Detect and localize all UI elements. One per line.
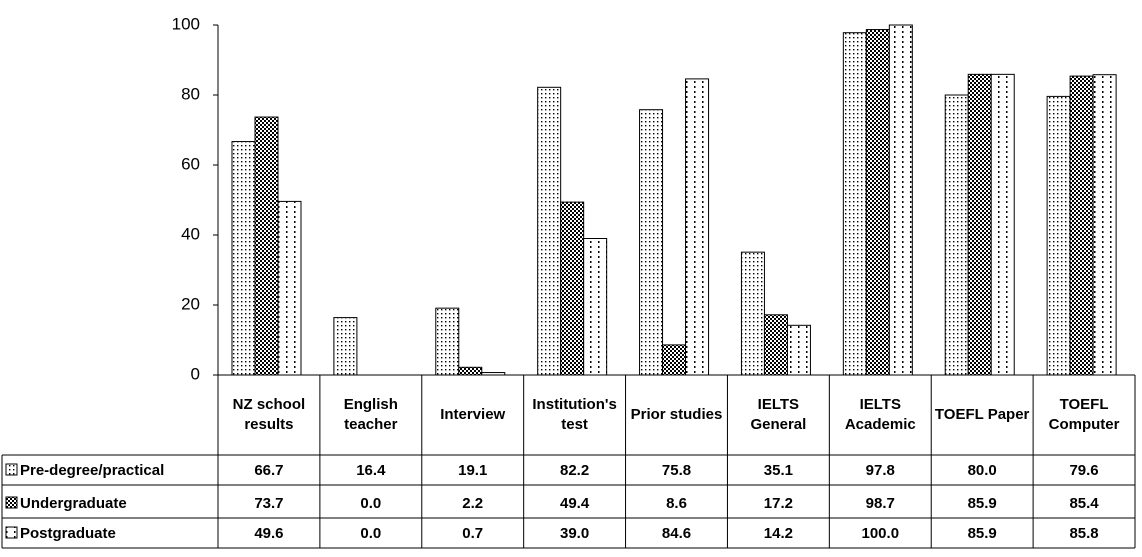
y-tick-label: 20 — [181, 294, 200, 313]
data-label: 79.6 — [1069, 462, 1098, 479]
data-label: 85.9 — [968, 525, 997, 542]
legend-key — [5, 463, 18, 476]
data-label: 0.7 — [462, 525, 483, 542]
data-label: 49.4 — [560, 495, 590, 512]
x-tick-label-box: Interview — [440, 406, 506, 423]
x-tick-label-box: TOEFL Paper — [934, 406, 1030, 423]
legend-key — [5, 496, 18, 509]
data-label: 16.4 — [356, 462, 386, 479]
bar — [740, 251, 765, 376]
bar — [990, 73, 1015, 376]
x-tick-label: TOEFL Computer — [1048, 396, 1120, 433]
legend-label: Undergraduate — [20, 495, 127, 512]
x-tick-label-box: Prior studies — [630, 406, 723, 423]
data-label: 85.4 — [1069, 495, 1099, 512]
x-tick-label: NZ school results — [232, 396, 306, 433]
data-label: 84.6 — [662, 525, 691, 542]
data-label: 73.7 — [254, 495, 283, 512]
x-tick-label: English teacher — [343, 396, 398, 433]
legend-key — [5, 526, 18, 539]
data-label: 35.1 — [764, 462, 793, 479]
data-label: 0.0 — [360, 495, 381, 512]
data-label: 2.2 — [462, 495, 483, 512]
bar — [583, 238, 608, 376]
bar — [763, 314, 788, 376]
data-label: 39.0 — [560, 525, 589, 542]
x-tick-label: Prior studies — [630, 406, 723, 423]
y-tick-label: 40 — [181, 224, 200, 243]
data-label: 80.0 — [968, 462, 997, 479]
bar — [685, 78, 710, 376]
bar — [254, 116, 279, 376]
x-tick-label-box: English teacher — [343, 396, 398, 433]
x-tick-label-box: TOEFL Computer — [1048, 396, 1120, 433]
y-tick-label: 0 — [191, 364, 200, 383]
bar — [786, 324, 811, 376]
data-label: 75.8 — [662, 462, 691, 479]
bar — [277, 200, 302, 376]
bar — [1069, 75, 1094, 376]
data-label: 8.6 — [666, 495, 687, 512]
x-tick-label: IELTS Academic — [844, 396, 916, 433]
x-tick-label: Interview — [440, 406, 506, 423]
x-tick-label: Institution's test — [532, 396, 617, 433]
bar — [435, 307, 460, 376]
data-label: 0.0 — [360, 525, 381, 542]
y-tick-label: 100 — [172, 14, 200, 33]
data-label: 14.2 — [764, 525, 793, 542]
x-tick-label: IELTS General — [750, 396, 807, 433]
bar — [662, 344, 687, 376]
bar — [458, 366, 483, 376]
y-tick-label: 80 — [181, 84, 200, 103]
data-label: 17.2 — [764, 495, 793, 512]
bar — [888, 24, 913, 376]
bar — [537, 86, 562, 376]
data-label: 100.0 — [862, 525, 900, 542]
x-tick-label: TOEFL Paper — [934, 406, 1030, 423]
data-label: 49.6 — [254, 525, 283, 542]
data-label: 97.8 — [866, 462, 895, 479]
bar — [1046, 95, 1071, 376]
x-tick-label-box: IELTS Academic — [844, 396, 916, 433]
legend-label: Pre-degree/practical — [20, 462, 164, 479]
y-tick-label: 60 — [181, 154, 200, 173]
bar — [231, 141, 256, 376]
bar — [1092, 74, 1117, 376]
bar — [944, 94, 969, 376]
bar — [333, 317, 358, 376]
data-label: 66.7 — [254, 462, 283, 479]
data-label: 98.7 — [866, 495, 895, 512]
data-label: 85.8 — [1069, 525, 1098, 542]
bar — [560, 201, 585, 376]
bar — [967, 73, 992, 376]
x-tick-label-box: NZ school results — [232, 396, 306, 433]
x-tick-label-box: IELTS General — [750, 396, 807, 433]
bar — [842, 32, 867, 376]
bar — [865, 29, 890, 376]
data-label: 19.1 — [458, 462, 487, 479]
data-label: 82.2 — [560, 462, 589, 479]
data-label: 85.9 — [968, 495, 997, 512]
x-tick-label-box: Institution's test — [532, 396, 617, 433]
legend-label: Postgraduate — [20, 525, 116, 542]
bar — [639, 109, 664, 376]
